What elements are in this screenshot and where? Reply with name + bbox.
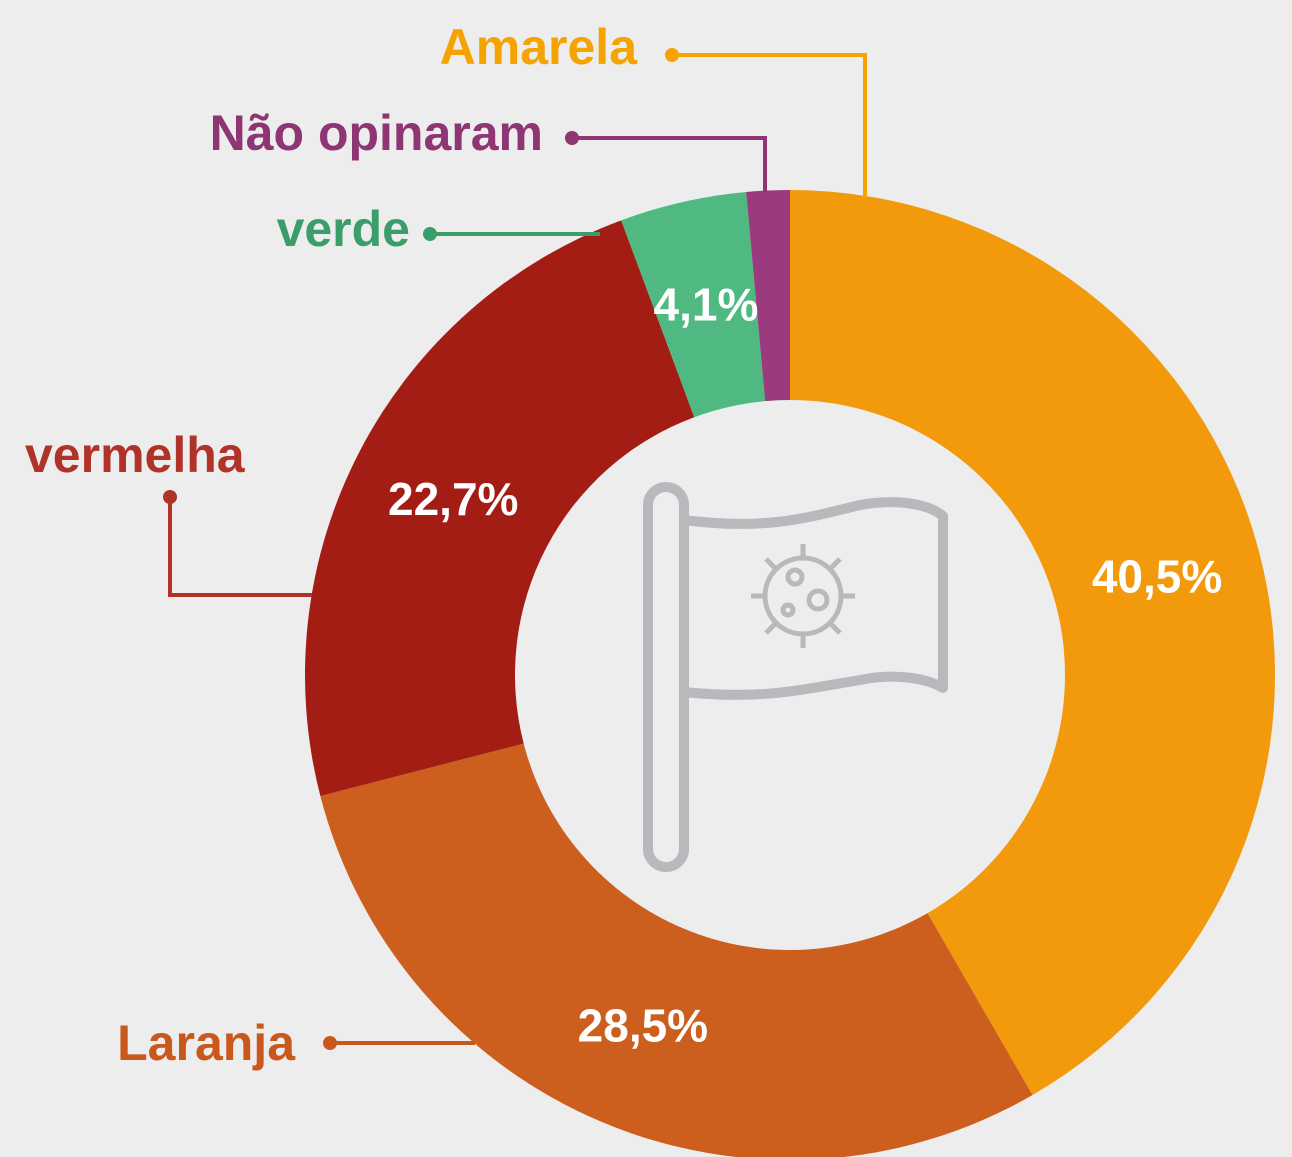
- category-label: Não opinaram: [210, 105, 543, 161]
- leader-dot: [423, 227, 437, 241]
- value-label: 4,1%: [654, 278, 759, 330]
- leader-line: [672, 53, 867, 198]
- leader-dot: [565, 131, 579, 145]
- flag-icon: [643, 482, 948, 872]
- slices: [305, 190, 1276, 1157]
- category-label: Laranja: [117, 1015, 296, 1071]
- value-label: 22,7%: [388, 473, 518, 525]
- leader-line: [168, 497, 312, 597]
- value-label: 40,5%: [1092, 551, 1222, 603]
- category-label: vermelha: [25, 427, 246, 483]
- donut-slice: [305, 220, 695, 796]
- leader-dot: [665, 48, 679, 62]
- leader-dot: [323, 1036, 337, 1050]
- donut-slice: [746, 190, 790, 402]
- leader-dot: [163, 490, 177, 504]
- leader-lines: [163, 48, 867, 1050]
- category-label: verde: [277, 201, 410, 257]
- donut-slice: [790, 190, 1276, 1096]
- donut-slice: [621, 191, 766, 418]
- donut-slice: [320, 743, 1033, 1157]
- leader-line: [572, 136, 767, 192]
- category-label: Amarela: [440, 19, 639, 75]
- value-label: 28,5%: [578, 999, 708, 1051]
